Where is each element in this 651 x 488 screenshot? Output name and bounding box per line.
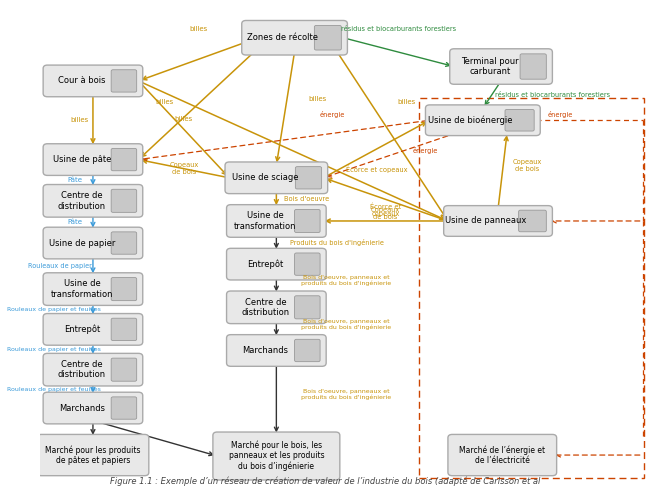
Text: billes: billes — [174, 116, 193, 122]
FancyBboxPatch shape — [111, 70, 137, 92]
FancyBboxPatch shape — [444, 205, 553, 236]
Text: billes: billes — [309, 96, 327, 102]
Text: Usine de
transformation: Usine de transformation — [51, 280, 113, 299]
Text: billes: billes — [155, 100, 173, 105]
Text: billes: billes — [398, 100, 416, 105]
Text: Écorce et
copeaux: Écorce et copeaux — [370, 203, 401, 217]
Text: Rouleaux de papier et feuilles: Rouleaux de papier et feuilles — [7, 347, 100, 352]
Text: Centre de
distribution: Centre de distribution — [242, 298, 290, 317]
Text: Bois d'oeuvre, panneaux et
produits du bois d'ingénierie: Bois d'oeuvre, panneaux et produits du b… — [301, 319, 391, 330]
Text: Rouleaux de papier et feuilles: Rouleaux de papier et feuilles — [7, 307, 100, 312]
FancyBboxPatch shape — [520, 54, 546, 79]
Text: Marché pour les produits
de pâtes et papiers: Marché pour les produits de pâtes et pap… — [45, 445, 141, 465]
FancyBboxPatch shape — [111, 397, 137, 419]
FancyBboxPatch shape — [111, 318, 137, 341]
Text: Marchands: Marchands — [242, 346, 288, 355]
FancyBboxPatch shape — [111, 148, 137, 171]
Text: Usine de papier: Usine de papier — [49, 239, 115, 247]
FancyBboxPatch shape — [43, 392, 143, 424]
FancyBboxPatch shape — [450, 49, 553, 84]
Text: Usine de sciage: Usine de sciage — [232, 173, 298, 183]
Text: Marchands: Marchands — [59, 404, 105, 412]
Text: énergie: énergie — [547, 110, 573, 118]
Text: Cour à bois: Cour à bois — [58, 77, 105, 85]
FancyBboxPatch shape — [43, 184, 143, 217]
FancyBboxPatch shape — [43, 227, 143, 259]
FancyBboxPatch shape — [314, 25, 341, 50]
Text: énergie: énergie — [413, 147, 438, 154]
FancyBboxPatch shape — [296, 166, 322, 189]
FancyBboxPatch shape — [227, 291, 326, 324]
FancyBboxPatch shape — [448, 434, 557, 476]
Text: billes: billes — [70, 117, 89, 123]
Text: Usine de bioénergie: Usine de bioénergie — [428, 116, 512, 125]
Text: Copeaux
de bois: Copeaux de bois — [169, 162, 199, 175]
FancyBboxPatch shape — [43, 144, 143, 175]
Text: énergie: énergie — [320, 110, 346, 118]
FancyBboxPatch shape — [227, 204, 326, 237]
Text: Marché de l’énergie et
de l’électricité: Marché de l’énergie et de l’électricité — [459, 445, 546, 465]
Text: Marché pour le bois, les
panneaux et les produits
du bois d’ingénierie: Marché pour le bois, les panneaux et les… — [229, 441, 324, 471]
FancyBboxPatch shape — [295, 209, 320, 232]
FancyBboxPatch shape — [295, 296, 320, 319]
Text: Copeaux
de bois: Copeaux de bois — [370, 207, 400, 220]
Text: Bois d'oeuvre, panneaux et
produits du bois d'ingénierie: Bois d'oeuvre, panneaux et produits du b… — [301, 388, 391, 400]
Text: Pâte: Pâte — [67, 177, 82, 183]
Text: résidus et biocarburants forestiers: résidus et biocarburants forestiers — [495, 92, 610, 98]
Text: Copeaux
de bois: Copeaux de bois — [512, 159, 542, 172]
FancyBboxPatch shape — [213, 432, 340, 480]
FancyBboxPatch shape — [295, 253, 320, 275]
Text: Usine de panneaux: Usine de panneaux — [445, 217, 527, 225]
Text: Terminal pour
carburant: Terminal pour carburant — [461, 57, 519, 76]
FancyBboxPatch shape — [111, 278, 137, 301]
Text: Bois d'oeuvre: Bois d'oeuvre — [284, 196, 329, 202]
Text: Rouleaux de papier: Rouleaux de papier — [27, 263, 92, 269]
FancyBboxPatch shape — [37, 434, 149, 476]
FancyBboxPatch shape — [43, 314, 143, 345]
FancyBboxPatch shape — [295, 339, 320, 362]
FancyBboxPatch shape — [111, 189, 137, 212]
Text: Produits du bois d'ingénierie: Produits du bois d'ingénierie — [290, 239, 384, 246]
FancyBboxPatch shape — [111, 358, 137, 381]
Text: billes: billes — [189, 26, 208, 32]
Text: Entrepôt: Entrepôt — [64, 325, 100, 334]
Text: Centre de
distribution: Centre de distribution — [58, 191, 106, 210]
Text: Usine de pâte: Usine de pâte — [53, 155, 111, 164]
FancyBboxPatch shape — [426, 105, 540, 136]
Text: Écorce et copeaux: Écorce et copeaux — [346, 165, 408, 173]
FancyBboxPatch shape — [519, 210, 546, 232]
FancyBboxPatch shape — [43, 353, 143, 386]
Text: Pâte: Pâte — [67, 219, 82, 225]
FancyBboxPatch shape — [43, 65, 143, 97]
FancyBboxPatch shape — [111, 232, 137, 254]
Text: Entrepôt: Entrepôt — [247, 260, 284, 269]
Text: Centre de
distribution: Centre de distribution — [58, 360, 106, 379]
FancyBboxPatch shape — [227, 248, 326, 280]
FancyBboxPatch shape — [505, 109, 534, 131]
Text: résidus et biocarburants forestiers: résidus et biocarburants forestiers — [341, 26, 456, 32]
Text: Figure 1.1 : Exemple d’un réseau de création de valeur de l’industrie du bois (a: Figure 1.1 : Exemple d’un réseau de créa… — [110, 476, 541, 486]
Text: Usine de
transformation: Usine de transformation — [234, 211, 297, 231]
Text: Bois d'oeuvre, panneaux et
produits du bois d'ingénierie: Bois d'oeuvre, panneaux et produits du b… — [301, 275, 391, 286]
Text: Zones de récolte: Zones de récolte — [247, 33, 318, 42]
FancyBboxPatch shape — [43, 273, 143, 305]
FancyBboxPatch shape — [242, 20, 348, 55]
Text: Rouleaux de papier et feuilles: Rouleaux de papier et feuilles — [7, 386, 100, 391]
FancyBboxPatch shape — [225, 162, 327, 194]
FancyBboxPatch shape — [227, 335, 326, 366]
